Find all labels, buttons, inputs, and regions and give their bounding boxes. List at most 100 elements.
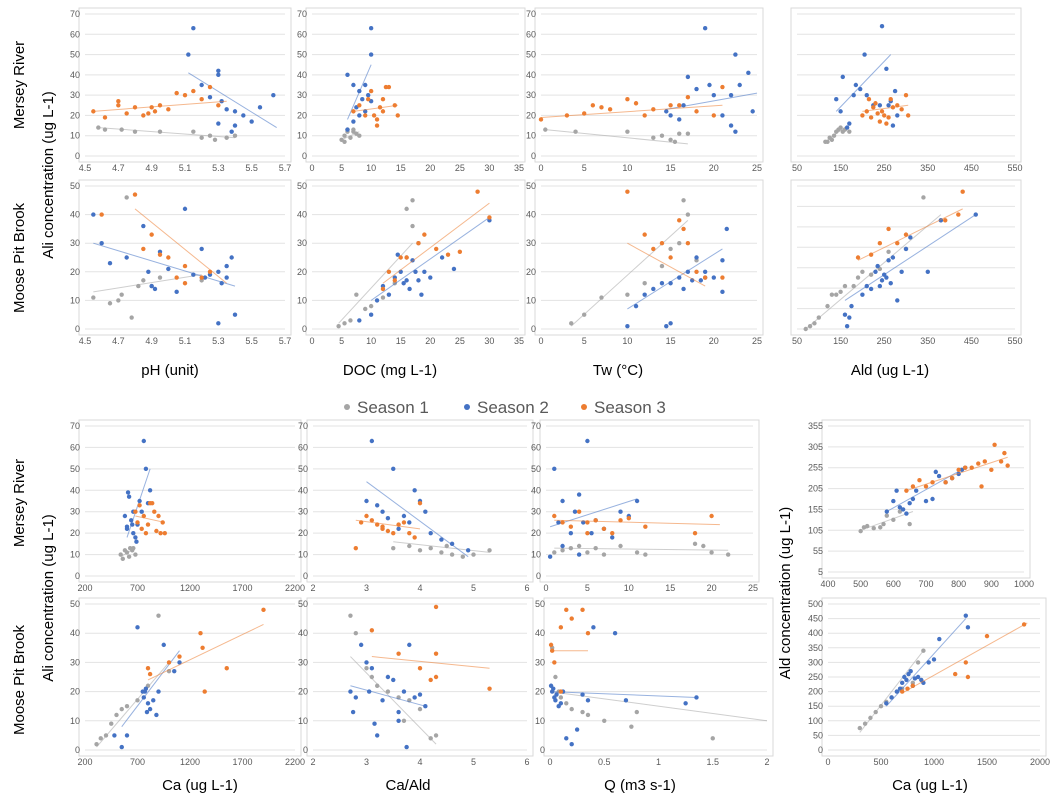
data-point-season2 bbox=[161, 642, 166, 648]
data-point-season1 bbox=[96, 125, 101, 130]
data-point-season2 bbox=[137, 498, 142, 504]
data-point-season2 bbox=[91, 212, 96, 217]
data-point-season2 bbox=[401, 513, 407, 519]
data-point-season3 bbox=[182, 281, 188, 286]
y-tick-label: 40 bbox=[298, 628, 308, 638]
data-point-season3 bbox=[886, 115, 891, 120]
x-tick-label: 4.7 bbox=[112, 336, 125, 346]
data-point-season3 bbox=[401, 520, 407, 525]
data-point-season1 bbox=[847, 129, 852, 134]
data-point-season1 bbox=[576, 543, 582, 549]
data-point-season3 bbox=[642, 232, 647, 237]
data-point-season3 bbox=[618, 518, 623, 523]
data-point-season3 bbox=[888, 97, 893, 102]
data-point-season1 bbox=[897, 509, 903, 514]
x-tick-label: 25 bbox=[748, 583, 758, 593]
data-point-season2 bbox=[576, 492, 582, 497]
y-tick-label: 20 bbox=[297, 110, 307, 120]
data-point-season3 bbox=[368, 88, 374, 94]
data-point-season2 bbox=[875, 263, 880, 269]
data-point-season2 bbox=[232, 312, 238, 317]
data-point-season1 bbox=[865, 523, 870, 529]
data-point-season2 bbox=[385, 674, 391, 680]
x-tick-label: 150 bbox=[833, 163, 848, 173]
data-point-season1 bbox=[834, 292, 839, 297]
x-label-tw: Tw (°C) bbox=[593, 362, 643, 379]
x-tick-label: 250 bbox=[877, 336, 892, 346]
data-point-season3 bbox=[99, 212, 104, 217]
data-point-season3 bbox=[904, 488, 909, 493]
data-point-season1 bbox=[593, 545, 598, 551]
chart-frame bbox=[305, 179, 526, 336]
data-point-season3 bbox=[149, 105, 154, 110]
data-point-season1 bbox=[107, 301, 113, 306]
data-point-season2 bbox=[963, 613, 968, 618]
y-tick-label: 20 bbox=[531, 528, 541, 538]
y-tick-label: 30 bbox=[526, 238, 536, 248]
data-point-season1 bbox=[701, 543, 706, 549]
data-point-season2 bbox=[553, 698, 558, 703]
data-point-season3 bbox=[422, 232, 427, 237]
data-point-season1 bbox=[891, 517, 896, 523]
data-point-season2 bbox=[129, 518, 134, 523]
data-point-season3 bbox=[224, 666, 229, 671]
x-label-ca-right: Ca (ug L-1) bbox=[892, 777, 968, 794]
y-tick-label: 20 bbox=[70, 687, 80, 697]
data-point-season1 bbox=[857, 725, 862, 731]
y-tick-label: 10 bbox=[298, 550, 308, 560]
y-tick-label: 60 bbox=[526, 29, 536, 39]
data-point-season2 bbox=[560, 498, 565, 504]
data-point-season1 bbox=[375, 683, 380, 688]
data-point-season1 bbox=[380, 295, 386, 300]
data-point-season2 bbox=[407, 286, 412, 292]
x-label-doc: DOC (mg L-1) bbox=[343, 362, 437, 379]
data-point-season3 bbox=[855, 255, 861, 260]
data-point-season3 bbox=[576, 509, 582, 514]
data-point-season1 bbox=[391, 545, 396, 551]
data-point-season2 bbox=[385, 515, 391, 521]
data-point-season2 bbox=[907, 500, 912, 506]
data-point-season3 bbox=[965, 674, 971, 680]
y-tick-label: 20 bbox=[298, 687, 308, 697]
y-tick-label: 60 bbox=[531, 442, 541, 452]
data-point-season2 bbox=[838, 109, 843, 114]
data-point-season1 bbox=[433, 733, 439, 738]
data-point-season1 bbox=[351, 129, 356, 134]
data-point-season3 bbox=[433, 604, 439, 610]
data-point-season2 bbox=[134, 539, 139, 544]
data-point-season2 bbox=[651, 286, 656, 292]
data-point-season1 bbox=[582, 312, 587, 317]
chart-frame bbox=[78, 179, 292, 336]
data-point-season2 bbox=[551, 686, 556, 691]
data-point-season3 bbox=[102, 115, 108, 120]
data-point-season3 bbox=[380, 109, 386, 114]
data-point-season1 bbox=[677, 131, 682, 136]
x-tick-label: 5 bbox=[585, 583, 590, 593]
data-point-season2 bbox=[395, 252, 400, 257]
chart-mersey_tw: 0 10 20 30 40 50 60 70 0 5 10 15 20 25 bbox=[526, 7, 764, 173]
data-point-season2 bbox=[890, 123, 896, 128]
data-point-season3 bbox=[625, 189, 630, 194]
data-point-season3 bbox=[445, 252, 451, 257]
data-point-season2 bbox=[886, 258, 891, 263]
data-point-season1 bbox=[868, 715, 873, 721]
data-point-season1 bbox=[873, 709, 878, 715]
data-point-season3 bbox=[900, 689, 905, 694]
data-point-season1 bbox=[119, 292, 124, 297]
data-point-season2 bbox=[895, 298, 900, 303]
y-tick-label: 300 bbox=[808, 657, 823, 667]
chart-mersey_ph: 0 10 20 30 40 50 60 70 4.5 4.7 4.9 5.1 5.3 5.5 5.7 bbox=[70, 7, 292, 173]
data-point-season2 bbox=[847, 315, 852, 320]
data-point-season2 bbox=[864, 92, 869, 98]
y-tick-label: 0 bbox=[531, 151, 536, 161]
data-point-season3 bbox=[199, 97, 204, 102]
data-point-season1 bbox=[439, 550, 444, 555]
data-point-season3 bbox=[158, 530, 163, 536]
data-point-season3 bbox=[558, 625, 564, 630]
data-point-season1 bbox=[829, 137, 835, 142]
x-tick-label: 25 bbox=[455, 163, 465, 173]
data-point-season3 bbox=[677, 218, 682, 223]
data-point-season1 bbox=[94, 741, 99, 747]
x-tick-label: 5.5 bbox=[245, 163, 258, 173]
y-tick-label: 30 bbox=[531, 507, 541, 517]
